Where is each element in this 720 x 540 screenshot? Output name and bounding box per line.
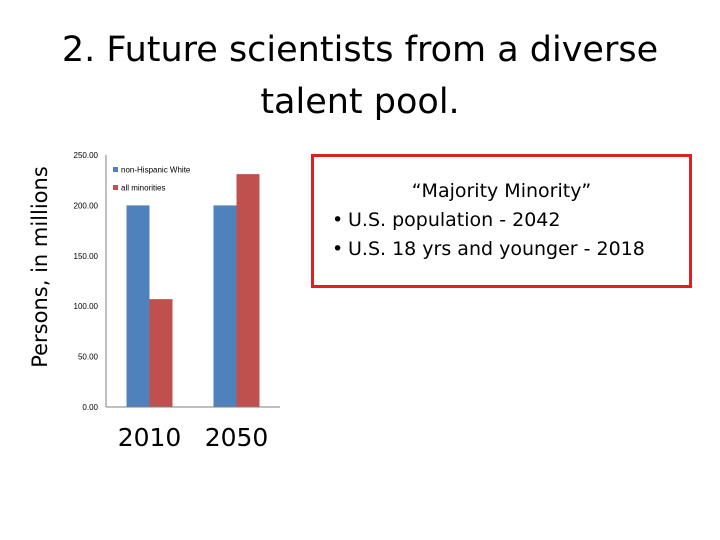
callout-bullet-population: U.S. population - 2042 <box>332 206 645 235</box>
x-tick-label: 2010 <box>118 423 182 452</box>
legend-swatch <box>113 185 118 190</box>
y-tick-label: 50.00 <box>78 353 99 362</box>
y-tick-label: 100.00 <box>74 302 99 311</box>
bar-2010-non-hispanic-white <box>126 205 150 407</box>
majority-minority-callout: “Majority Minority” U.S. population - 20… <box>311 154 692 288</box>
callout-bullet-list: U.S. population - 2042 U.S. 18 yrs and y… <box>332 206 645 264</box>
bar-2050-all-minorities <box>236 174 260 407</box>
bar-2050-non-hispanic-white <box>213 205 237 407</box>
legend-label: all minorities <box>121 184 165 193</box>
bar-2010-all-minorities <box>149 299 173 407</box>
y-tick-label: 150.00 <box>74 252 99 261</box>
y-tick-label: 200.00 <box>74 201 99 210</box>
x-tick-label: 2050 <box>205 423 269 452</box>
legend-label: non-Hispanic White <box>121 166 191 175</box>
legend-swatch <box>113 167 118 172</box>
callout-heading: “Majority Minority” <box>411 180 592 202</box>
y-tick-label: 250.00 <box>74 151 99 160</box>
callout-bullet-youth: U.S. 18 yrs and younger - 2018 <box>332 235 645 264</box>
y-tick-label: 0.00 <box>82 403 98 412</box>
slide-title: 2. Future scientists from a diverse tale… <box>61 30 659 122</box>
